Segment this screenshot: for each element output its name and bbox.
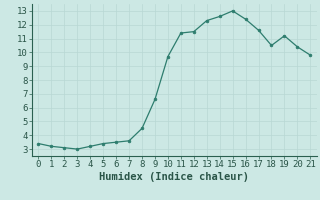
- X-axis label: Humidex (Indice chaleur): Humidex (Indice chaleur): [100, 172, 249, 182]
